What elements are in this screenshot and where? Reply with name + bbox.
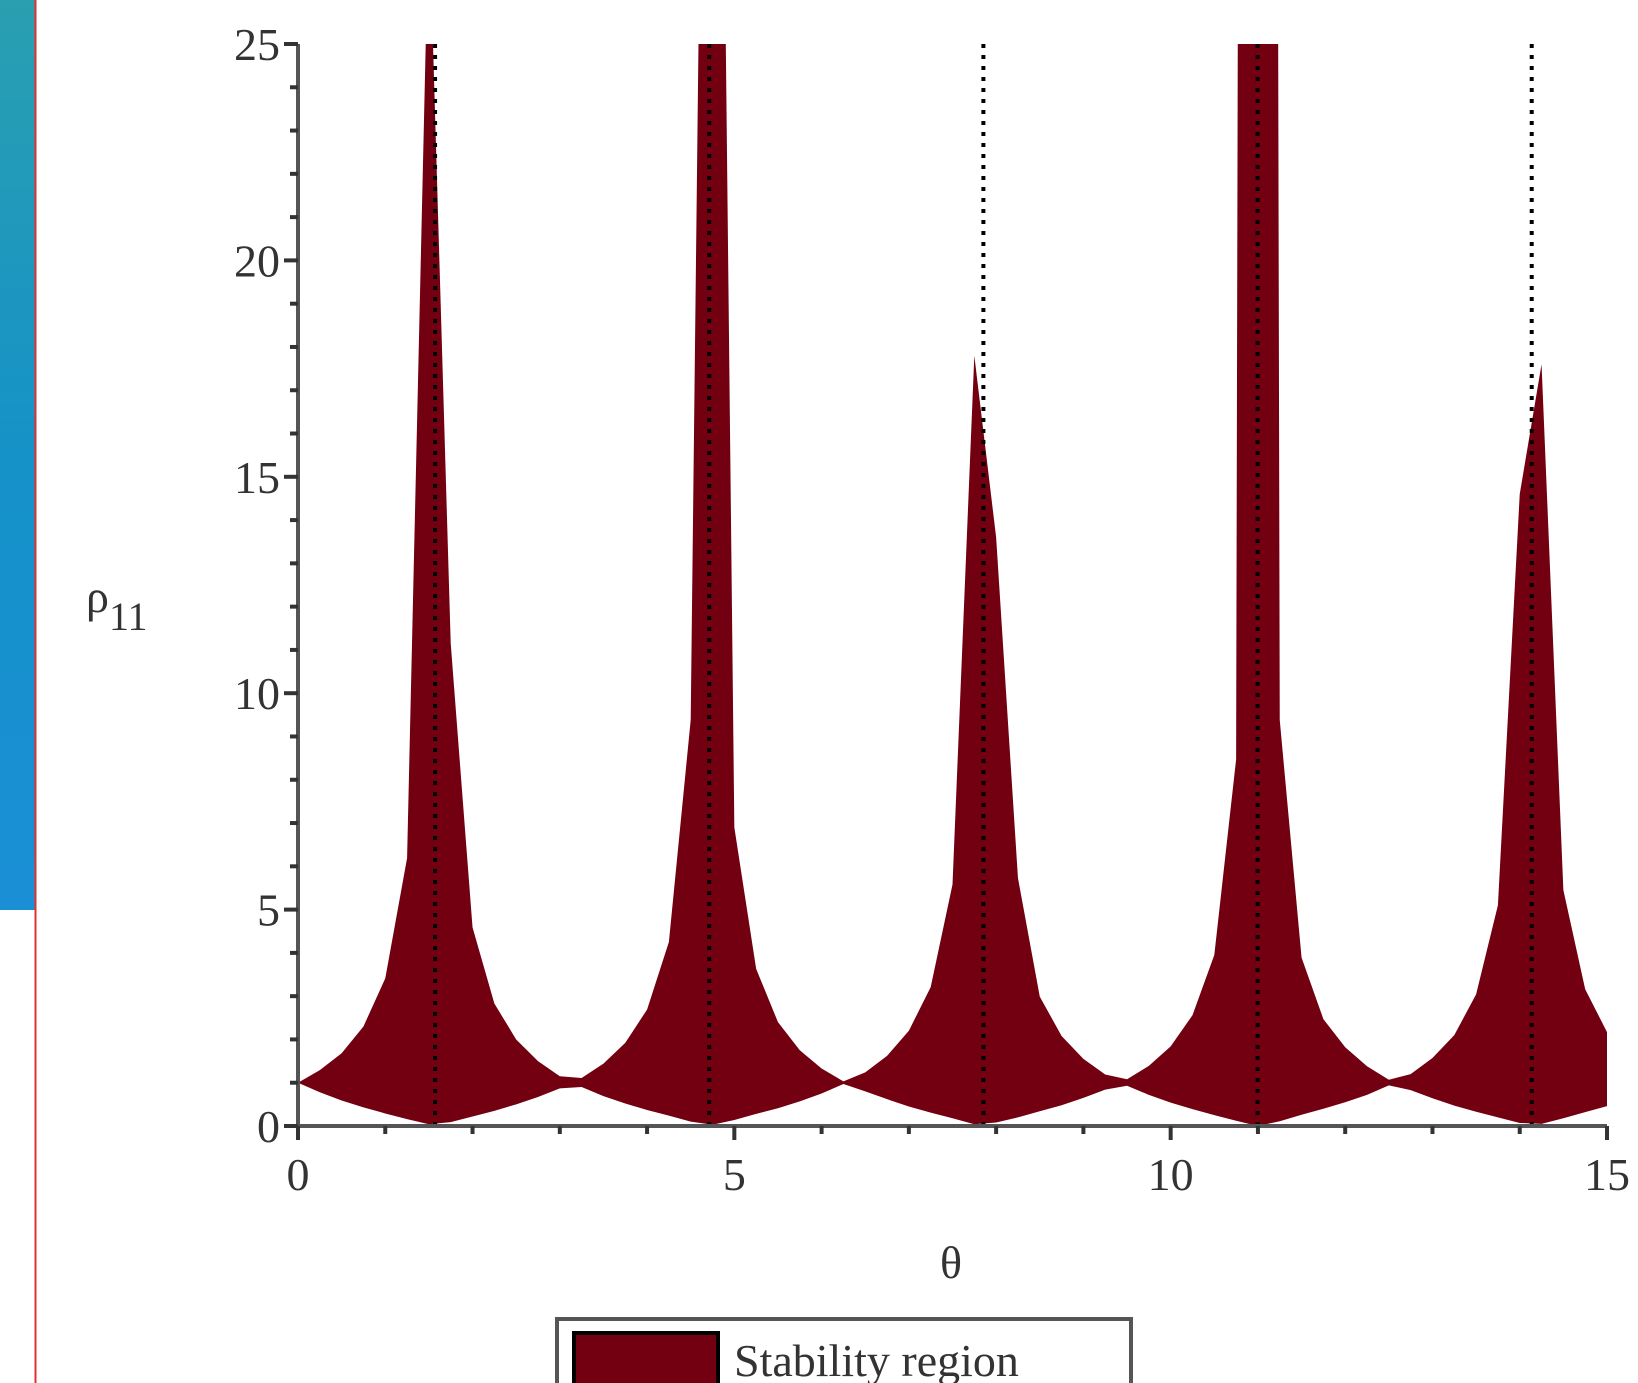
stability-region [298,44,1607,1126]
x-axis-label: θ [940,1237,962,1288]
y-tick-label: 20 [234,235,280,286]
y-tick-label: 5 [257,885,280,936]
x-tick-label: 5 [723,1149,746,1200]
x-tick-label: 0 [287,1149,310,1200]
y-tick-label: 10 [234,668,280,719]
legend: Stability region [555,1317,1133,1383]
x-tick-label: 10 [1148,1149,1194,1200]
y-label-subscript: 11 [109,594,148,639]
y-axis-label: ρ11 [86,571,147,639]
y-tick-label: 25 [234,19,280,70]
y-tick-label: 0 [257,1101,280,1152]
y-tick-label: 15 [234,452,280,503]
side-image [0,0,35,910]
legend-swatch [572,1331,720,1383]
x-tick-label: 15 [1584,1149,1630,1200]
legend-label: Stability region [734,1335,1019,1383]
plot: 0 5 10 15 0 5 10 15 20 25 [234,19,1630,1200]
y-label-symbol: ρ [86,571,109,622]
